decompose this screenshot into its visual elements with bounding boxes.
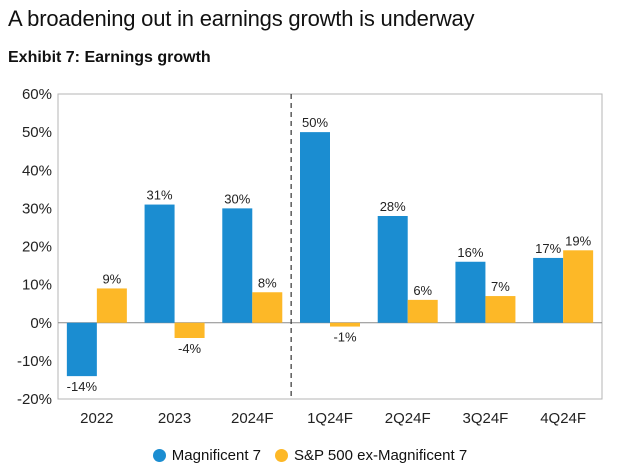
data-label: 28% (380, 199, 406, 214)
x-tick-label: 3Q24F (462, 410, 508, 427)
data-label: 6% (413, 283, 432, 298)
y-tick-label: 20% (22, 239, 52, 256)
legend-swatch-sp500-ex-magnificent-7 (275, 448, 289, 462)
data-label: 9% (102, 271, 121, 286)
data-label: 7% (491, 279, 510, 294)
bar-sp500-ex-magnificent-7 (407, 299, 438, 323)
bar-sp500-ex-magnificent-7 (174, 322, 205, 338)
bar-sp500-ex-magnificent-7 (252, 292, 283, 323)
bar-sp500-ex-magnificent-7 (96, 288, 127, 323)
y-tick-label: 40% (22, 162, 52, 179)
y-tick-label: -20% (17, 391, 52, 408)
data-label: -4% (178, 341, 202, 356)
bar-magnificent-7 (300, 132, 330, 323)
data-label: 17% (535, 241, 561, 256)
bar-magnificent-7 (144, 204, 175, 323)
legend-swatch-magnificent-7 (152, 448, 166, 462)
data-label: 30% (224, 191, 250, 206)
bar-sp500-ex-magnificent-7 (330, 322, 360, 327)
x-tick-label: 2022 (80, 410, 113, 427)
data-label: -1% (333, 330, 357, 345)
legend-item-sp500-ex-magnificent-7: S&P 500 ex-Magnificent 7 (275, 447, 467, 464)
x-tick-label: 4Q24F (540, 410, 586, 427)
bar-chart: -20% -10% 0% 10% 20% 30% 40% 50% 60% -14% 9% 2022 31… (17, 86, 603, 427)
legend-item-magnificent-7: Magnificent 7 (152, 446, 262, 464)
data-label: 31% (147, 188, 173, 203)
exhibit-subtitle: Exhibit 7: Earnings growth (8, 49, 211, 66)
bar-magnificent-7 (533, 257, 564, 323)
data-label: -14% (67, 379, 98, 394)
legend-label-sp500-ex-magnificent-7: S&P 500 ex-Magnificent 7 (294, 446, 468, 464)
bar-magnificent-7 (377, 216, 408, 323)
bar-magnificent-7 (66, 322, 97, 377)
x-tick-label: 1Q24F (307, 410, 353, 427)
y-tick-label: 0% (30, 315, 52, 332)
data-label: 50% (302, 115, 328, 130)
y-tick-label: 30% (22, 200, 52, 217)
x-tick-label: 2Q24F (385, 410, 431, 427)
y-tick-label: 50% (22, 124, 52, 141)
data-label: 8% (258, 275, 277, 290)
data-label: 16% (457, 245, 483, 260)
y-tick-label: 60% (22, 86, 52, 103)
bar-magnificent-7 (455, 261, 486, 323)
legend-label-magnificent-7: Magnificent 7 (171, 446, 262, 464)
y-tick-label: -10% (17, 353, 52, 370)
plot-frame (57, 93, 603, 400)
bar-sp500-ex-magnificent-7 (563, 250, 594, 323)
data-label: 19% (565, 233, 591, 248)
bar-magnificent-7 (222, 208, 253, 323)
y-tick-label: 10% (22, 277, 52, 294)
chart-legend: Magnificent 7 S&P 500 ex-Magnificent 7 (0, 442, 620, 468)
x-tick-label: 2024F (231, 410, 274, 427)
x-tick-label: 2023 (158, 410, 191, 427)
bar-sp500-ex-magnificent-7 (485, 296, 516, 323)
page-title: A broadening out in earnings growth is u… (8, 6, 475, 31)
